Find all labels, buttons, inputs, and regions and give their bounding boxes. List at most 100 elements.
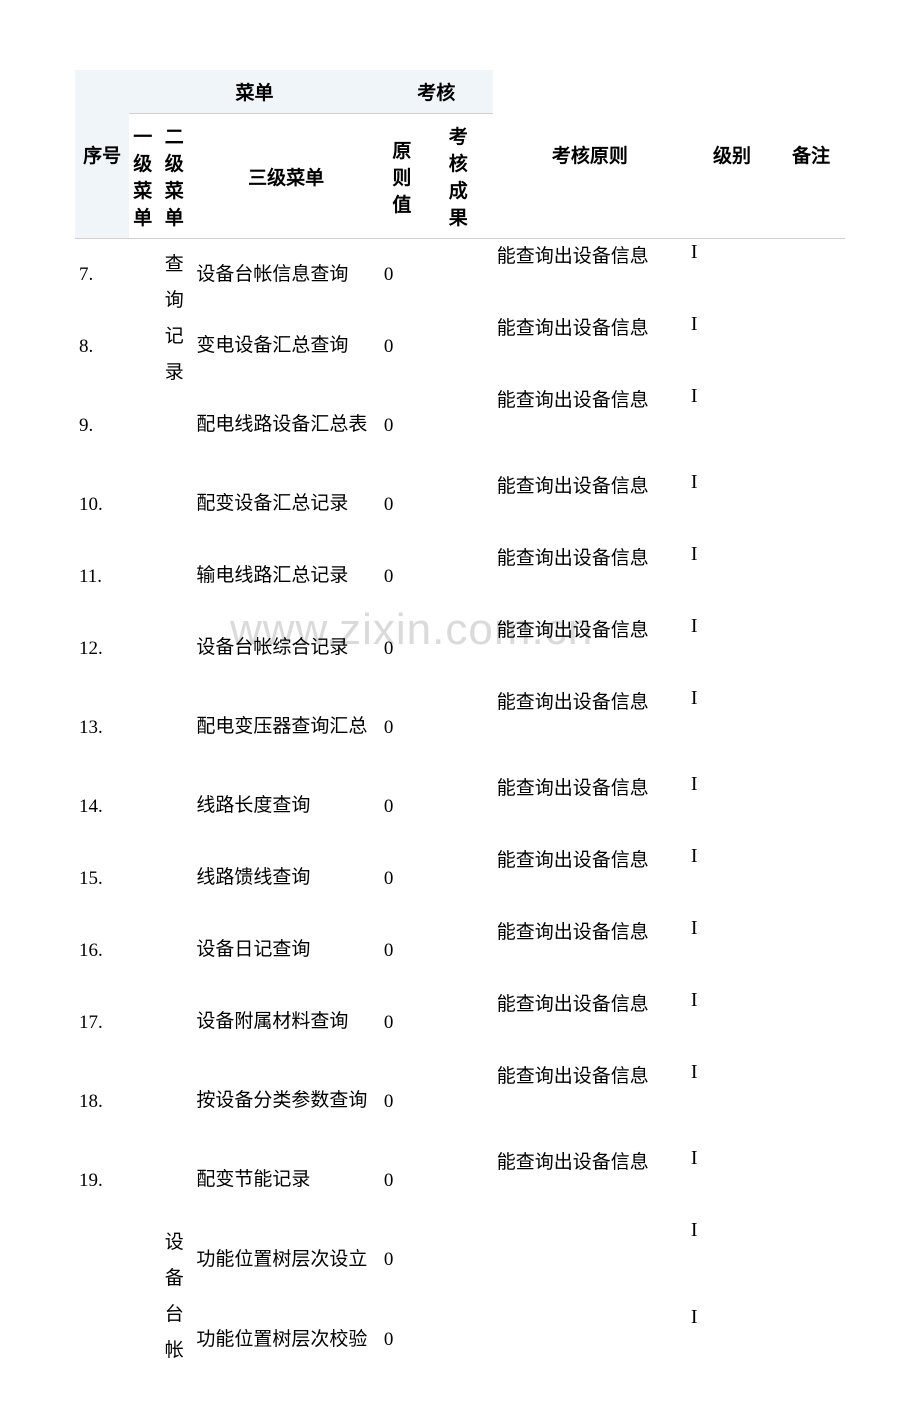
table-container: 序号 菜单 考核 考核原则 级别 备注 一级菜单 二级菜单 三级菜单 原则值 考… bbox=[75, 70, 845, 1377]
cell-val: 0 bbox=[380, 383, 436, 469]
cell-seq: 18. bbox=[75, 1059, 129, 1145]
header-menu1-label: 一级菜单 bbox=[133, 122, 151, 230]
cell-result bbox=[436, 311, 492, 383]
cell-result bbox=[436, 239, 492, 311]
cell-note bbox=[777, 1304, 845, 1377]
cell-seq bbox=[75, 1217, 129, 1304]
cell-menu3: 配变节能记录 bbox=[192, 1145, 379, 1217]
cell-val: 0 bbox=[380, 239, 436, 311]
cell-level: I bbox=[687, 239, 777, 311]
cell-seq: 11. bbox=[75, 541, 129, 613]
cell-menu3: 配变设备汇总记录 bbox=[192, 469, 379, 541]
cell-note bbox=[777, 541, 845, 613]
cell-seq bbox=[75, 1304, 129, 1377]
cell-result bbox=[436, 613, 492, 685]
cell-note bbox=[777, 383, 845, 469]
cell-principle: 能查询出设备信息 bbox=[493, 311, 687, 383]
table-body: 7. 查询记录 设备台帐信息查询 0 能查询出设备信息 I 8. 变电设备汇总查… bbox=[75, 239, 845, 1377]
cell-level: I bbox=[687, 1217, 777, 1304]
cell-menu3: 设备附属材料查询 bbox=[192, 987, 379, 1059]
cell-val: 0 bbox=[380, 771, 436, 843]
cell-result bbox=[436, 469, 492, 541]
cell-principle: 能查询出设备信息 bbox=[493, 239, 687, 311]
cell-seq: 17. bbox=[75, 987, 129, 1059]
cell-level: I bbox=[687, 843, 777, 915]
table-row: 7. 查询记录 设备台帐信息查询 0 能查询出设备信息 I bbox=[75, 239, 845, 311]
cell-level: I bbox=[687, 1304, 777, 1377]
cell-menu3: 输电线路汇总记录 bbox=[192, 541, 379, 613]
cell-val: 0 bbox=[380, 1304, 436, 1377]
header-row-1: 序号 菜单 考核 考核原则 级别 备注 bbox=[75, 70, 845, 114]
cell-val: 0 bbox=[380, 1059, 436, 1145]
cell-result bbox=[436, 1145, 492, 1217]
cell-principle: 能查询出设备信息 bbox=[493, 541, 687, 613]
cell-seq: 8. bbox=[75, 311, 129, 383]
cell-note bbox=[777, 1145, 845, 1217]
header-menu2: 二级菜单 bbox=[161, 114, 193, 239]
cell-seq: 13. bbox=[75, 685, 129, 771]
cell-seq: 12. bbox=[75, 613, 129, 685]
cell-note bbox=[777, 987, 845, 1059]
cell-note bbox=[777, 685, 845, 771]
data-table: 序号 菜单 考核 考核原则 级别 备注 一级菜单 二级菜单 三级菜单 原则值 考… bbox=[75, 70, 845, 1377]
cell-note bbox=[777, 239, 845, 311]
cell-menu3: 线路长度查询 bbox=[192, 771, 379, 843]
header-menu3: 三级菜单 bbox=[192, 114, 379, 239]
cell-val: 0 bbox=[380, 311, 436, 383]
cell-menu3: 配电线路设备汇总表 bbox=[192, 383, 379, 469]
cell-menu2-group1: 查询记录 bbox=[161, 239, 193, 1217]
cell-seq: 7. bbox=[75, 239, 129, 311]
cell-principle: 能查询出设备信息 bbox=[493, 469, 687, 541]
cell-level: I bbox=[687, 1059, 777, 1145]
cell-principle: 能查询出设备信息 bbox=[493, 1059, 687, 1145]
header-assess-principle: 考核原则 bbox=[493, 70, 687, 239]
cell-menu3: 设备台帐信息查询 bbox=[192, 239, 379, 311]
cell-note bbox=[777, 311, 845, 383]
cell-principle: 能查询出设备信息 bbox=[493, 987, 687, 1059]
cell-level: I bbox=[687, 685, 777, 771]
header-menu: 菜单 bbox=[129, 70, 380, 114]
header-menu1: 一级菜单 bbox=[129, 114, 161, 239]
cell-principle bbox=[493, 1304, 687, 1377]
cell-val: 0 bbox=[380, 685, 436, 771]
cell-principle: 能查询出设备信息 bbox=[493, 915, 687, 987]
cell-result bbox=[436, 915, 492, 987]
cell-val: 0 bbox=[380, 541, 436, 613]
cell-principle: 能查询出设备信息 bbox=[493, 771, 687, 843]
cell-result bbox=[436, 541, 492, 613]
cell-seq: 16. bbox=[75, 915, 129, 987]
header-assess-result: 考核成果 bbox=[436, 114, 492, 239]
header-assess: 考核 bbox=[380, 70, 493, 114]
cell-result bbox=[436, 771, 492, 843]
cell-menu3: 设备日记查询 bbox=[192, 915, 379, 987]
menu2-group1-label: 查询记录 bbox=[165, 247, 183, 391]
cell-level: I bbox=[687, 771, 777, 843]
cell-val: 0 bbox=[380, 469, 436, 541]
cell-principle: 能查询出设备信息 bbox=[493, 843, 687, 915]
cell-note bbox=[777, 613, 845, 685]
cell-level: I bbox=[687, 311, 777, 383]
header-principle-val-label: 原则值 bbox=[384, 136, 420, 217]
cell-result bbox=[436, 987, 492, 1059]
cell-result bbox=[436, 1059, 492, 1145]
header-assess-result-label: 考核成果 bbox=[440, 122, 476, 230]
cell-menu3: 线路馈线查询 bbox=[192, 843, 379, 915]
cell-principle: 能查询出设备信息 bbox=[493, 613, 687, 685]
cell-result bbox=[436, 685, 492, 771]
cell-val: 0 bbox=[380, 915, 436, 987]
cell-seq: 15. bbox=[75, 843, 129, 915]
cell-result bbox=[436, 383, 492, 469]
cell-level: I bbox=[687, 613, 777, 685]
cell-level: I bbox=[687, 915, 777, 987]
cell-menu3: 按设备分类参数查询 bbox=[192, 1059, 379, 1145]
cell-seq: 19. bbox=[75, 1145, 129, 1217]
cell-val: 0 bbox=[380, 987, 436, 1059]
cell-result bbox=[436, 1217, 492, 1304]
cell-menu3: 变电设备汇总查询 bbox=[192, 311, 379, 383]
header-level: 级别 bbox=[687, 70, 777, 239]
cell-level: I bbox=[687, 987, 777, 1059]
cell-result bbox=[436, 843, 492, 915]
cell-principle: 能查询出设备信息 bbox=[493, 383, 687, 469]
cell-note bbox=[777, 915, 845, 987]
cell-principle: 能查询出设备信息 bbox=[493, 685, 687, 771]
